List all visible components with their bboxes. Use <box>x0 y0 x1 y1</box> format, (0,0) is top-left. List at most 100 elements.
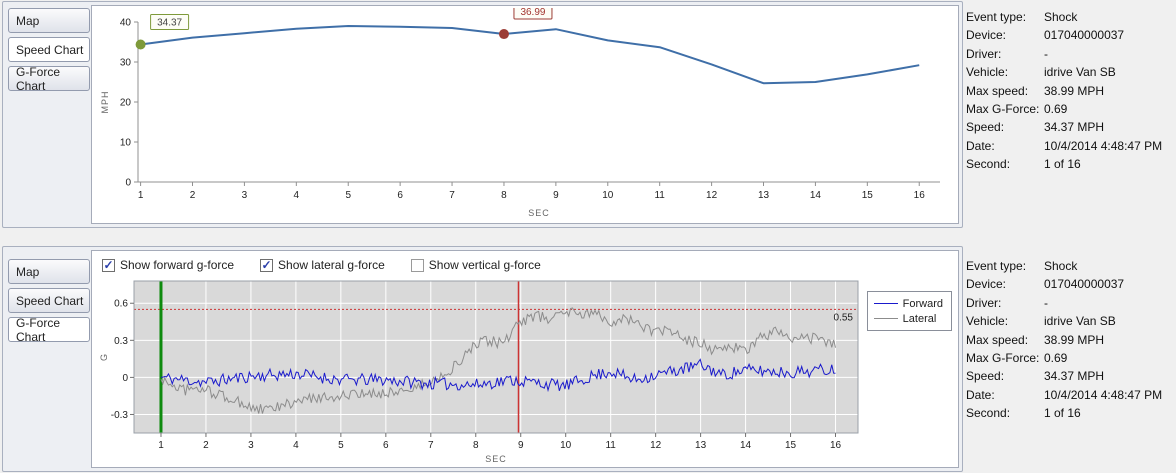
info-label: Event type: <box>966 10 1027 24</box>
gforce-chart-panel: Map Speed Chart G-Force Chart ✓ Show for… <box>2 246 963 472</box>
x-tick-label: 15 <box>862 190 874 201</box>
checkbox-show-vertical-gforce[interactable]: Show vertical g-force <box>410 258 541 272</box>
x-tick-label: 14 <box>810 190 822 201</box>
info-label: Event type: <box>966 259 1027 273</box>
info-value: 0.69 <box>1044 351 1068 366</box>
x-tick-label: 7 <box>449 190 455 201</box>
x-tick-label: 8 <box>501 190 507 201</box>
info-row: Device: 017040000037 <box>966 275 1174 293</box>
forward-series-line <box>160 358 836 393</box>
tab-g-force-chart[interactable]: G-Force Chart <box>8 316 90 344</box>
gforce-chart[interactable]: 0.55-0.300.30.61 2 3 4 5 6 7 8 9 10 11 12 13 14 15 16GS… <box>94 275 870 465</box>
info-row: Driver: - <box>966 294 1174 312</box>
info-row: Vehicle: idrive Van SB <box>966 63 1174 81</box>
info-label: Vehicle: <box>966 314 1009 329</box>
checkbox-show-lateral-gforce[interactable]: ✓ Show lateral g-force <box>260 258 385 272</box>
marker-label: 34.37 <box>157 18 182 29</box>
info-value: 34.37 MPH <box>1044 120 1105 135</box>
info-row: Max G-Force: 0.69 <box>966 349 1174 367</box>
info-label: Date: <box>966 138 995 153</box>
x-tick-label: 10 <box>560 440 572 451</box>
y-tick-label: -0.3 <box>111 410 129 421</box>
x-tick-label: 5 <box>338 440 344 451</box>
marker-label-box <box>150 14 190 31</box>
gforce-chart-content: ✓ Show forward g-force ✓ Show lateral g-… <box>91 250 959 468</box>
x-tick-label: 6 <box>383 440 389 451</box>
speed-chart-panel: Map Speed Chart G-Force Chart 0 10 20 30 40 1… <box>2 1 963 228</box>
y-tick-label: 0 <box>122 373 128 384</box>
x-tick-label: 5 <box>345 190 351 201</box>
x-tick-label: 10 <box>602 190 614 201</box>
info-label: Driver: <box>966 295 1002 310</box>
y-tick-label: 0 <box>125 178 131 189</box>
info-panel-top: Event type: Shock Device: 017040000037 Drive… <box>966 8 1174 174</box>
gforce-checkbox-row: ✓ Show forward g-force ✓ Show lateral g-… <box>102 255 541 275</box>
x-tick-label: 9 <box>518 440 524 451</box>
info-label: Driver: <box>966 46 1002 61</box>
info-row: Second: 1 of 16 <box>966 404 1174 422</box>
info-row: Device: 017040000037 <box>966 26 1174 44</box>
info-row: Speed: 34.37 MPH <box>966 118 1174 136</box>
x-tick-label: 1 <box>138 190 144 201</box>
x-tick-label: 14 <box>740 440 752 451</box>
marker-label-box <box>513 8 553 20</box>
checkbox-label: Show vertical g-force <box>428 258 541 272</box>
info-row: Speed: 34.37 MPH <box>966 367 1174 385</box>
gforce-legend: Forward Lateral <box>866 291 952 331</box>
tab-speed-chart[interactable]: Speed Chart <box>8 288 90 313</box>
info-row: Event type: Shock <box>966 257 1174 275</box>
info-row: Date: 10/4/2014 4:48:47 PM <box>966 386 1174 404</box>
info-value: 34.37 MPH <box>1044 369 1105 384</box>
tab-g-force-chart[interactable]: G-Force Chart <box>8 65 90 93</box>
info-label: Speed: <box>966 120 1005 135</box>
info-value: 10/4/2014 4:48:47 PM <box>1044 138 1163 153</box>
x-tick-label: 16 <box>830 440 842 451</box>
info-value: Shock <box>1044 10 1078 24</box>
checkbox-show-forward-gforce[interactable]: ✓ Show forward g-force <box>102 258 234 272</box>
tab-list-top: Map Speed Chart G-Force Chart <box>8 8 90 95</box>
info-label: Max speed: <box>966 332 1029 347</box>
y-tick-label: 10 <box>120 138 132 149</box>
info-row: Max speed: 38.99 MPH <box>966 82 1174 100</box>
x-tick-label: 2 <box>203 440 209 451</box>
info-row: Date: 10/4/2014 4:48:47 PM <box>966 137 1174 155</box>
info-row: Max speed: 38.99 MPH <box>966 331 1174 349</box>
checkbox-box[interactable]: ✓ <box>260 258 274 272</box>
info-row: Max G-Force: 0.69 <box>966 100 1174 118</box>
info-value: idrive Van SB <box>1044 314 1116 329</box>
info-row: Event type: Shock <box>966 8 1174 26</box>
y-tick-label: 0.3 <box>114 336 128 347</box>
info-value: Shock <box>1044 259 1078 273</box>
x-tick-label: 3 <box>242 190 248 201</box>
x-tick-label: 15 <box>785 440 797 451</box>
tab-list-bottom: Map Speed Chart G-Force Chart <box>8 259 90 346</box>
x-tick-label: 1 <box>158 440 164 451</box>
x-tick-label: 12 <box>650 440 662 451</box>
x-tick-label: 4 <box>293 440 299 451</box>
marker-label: 36.99 <box>520 8 545 18</box>
speed-chart-content: 0 10 20 30 40 1 2 3 4 5 6 7 8 9 10 11 12 13 14 15 16 MPH SEC 34… <box>91 5 959 224</box>
x-tick-label: 16 <box>914 190 926 201</box>
legend-label: Forward <box>902 297 943 310</box>
x-tick-label: 13 <box>695 440 707 451</box>
checkbox-box[interactable]: ✓ <box>102 258 115 272</box>
tab-map[interactable]: Map <box>8 259 90 284</box>
info-value: 0.69 <box>1044 102 1068 117</box>
lateral-line-swatch <box>873 318 898 319</box>
x-tick-label: 4 <box>294 190 300 201</box>
y-axis-label: G <box>99 353 109 361</box>
x-axis-label: SEC <box>485 454 507 464</box>
x-tick-label: 3 <box>248 440 254 451</box>
tab-map[interactable]: Map <box>8 8 90 33</box>
info-label: Max G-Force: <box>966 351 1040 366</box>
x-tick-label: 6 <box>397 190 403 201</box>
checkbox-box[interactable] <box>410 258 424 272</box>
x-tick-label: 11 <box>654 190 665 201</box>
legend-item-forward: Forward <box>873 296 943 311</box>
info-value: 10/4/2014 4:48:47 PM <box>1044 387 1163 402</box>
info-value: 38.99 MPH <box>1044 83 1105 98</box>
info-value: - <box>1044 46 1048 61</box>
info-label: Speed: <box>966 369 1005 384</box>
tab-speed-chart[interactable]: Speed Chart <box>8 37 90 62</box>
